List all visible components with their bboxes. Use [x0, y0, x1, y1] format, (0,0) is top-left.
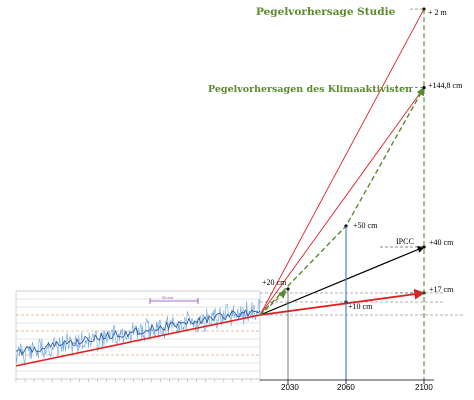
end-label-40cm: +40 cm — [429, 238, 454, 247]
x-tick-2030: 2030 — [281, 383, 299, 392]
projection-black-arrow-3 — [259, 246, 425, 316]
marker-2100-4 — [422, 85, 426, 90]
guide-lines — [260, 8, 464, 384]
x-tick-2100: 2100 — [415, 383, 433, 392]
studie-annotation: Pegelvorhersage Studie — [256, 6, 396, 18]
projection-red-thin-0 — [259, 8, 425, 316]
projection-red-thick-4 — [259, 288, 426, 316]
projection-green-2030 — [259, 290, 287, 316]
end-label-144cm: +144,8 cm — [428, 81, 463, 90]
history-frame — [15, 290, 261, 380]
ipcc-label: IPCC — [396, 237, 414, 246]
inset-bracket: 20 cm — [149, 295, 199, 304]
projection-lines — [259, 7, 426, 316]
history-smoothed-line — [15, 309, 261, 356]
history-series — [15, 298, 261, 367]
chart-labels: Pegelvorhersage Studie Pegelvorhersagen … — [208, 6, 463, 392]
projection-red-thin-1 — [259, 87, 425, 316]
history-trend-line — [15, 314, 261, 367]
end-label-2m: + 2 m — [428, 8, 448, 17]
inset-label: 20 cm — [162, 295, 174, 300]
history-grid: 20 cm — [15, 290, 261, 382]
x-tick-2060: 2060 — [337, 383, 355, 392]
end-label-17cm: +17 cm — [429, 285, 454, 294]
marker-2100-5 — [422, 245, 426, 249]
end-label-50cm: +50 cm — [353, 221, 378, 230]
end-label-20cm: +20 cm — [262, 278, 287, 287]
end-label-10cm: +10 cm — [348, 302, 373, 311]
aktivisten-annotation: Pegelvorhersagen des Klimaaktivisten — [208, 84, 412, 95]
